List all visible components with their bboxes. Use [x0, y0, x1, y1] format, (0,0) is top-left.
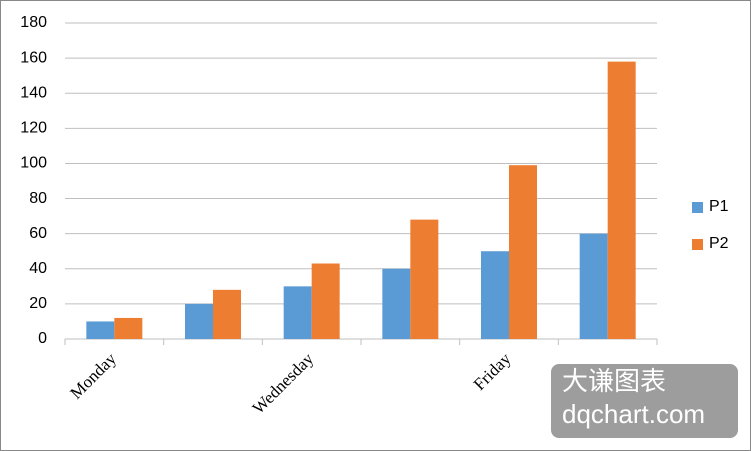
- y-tick-label: 20: [29, 295, 47, 312]
- y-tick-label: 60: [29, 225, 47, 242]
- y-tick-label: 80: [29, 190, 47, 207]
- legend-swatch: [692, 202, 703, 213]
- y-tick-label: 100: [20, 155, 47, 172]
- y-tick-label: 120: [20, 120, 47, 137]
- legend-swatch: [692, 239, 703, 250]
- bar: [481, 251, 509, 339]
- bar: [213, 289, 241, 339]
- bar: [410, 219, 439, 339]
- bar: [382, 268, 411, 339]
- bar: [86, 321, 115, 339]
- bar: [509, 165, 537, 339]
- y-tick-label: 0: [38, 330, 47, 347]
- watermark-text: dqchart.com: [562, 399, 705, 429]
- bar: [283, 286, 312, 339]
- legend-label: P1: [709, 198, 729, 215]
- y-tick-label: 180: [20, 14, 47, 31]
- y-tick-label: 40: [29, 260, 47, 277]
- bar: [579, 233, 608, 339]
- watermark-text: 大谦图表: [562, 366, 666, 396]
- bar: [311, 263, 340, 339]
- watermark-box: [551, 364, 738, 438]
- y-tick-label: 160: [20, 49, 47, 66]
- bar: [185, 303, 213, 339]
- bar: [607, 61, 636, 339]
- legend-label: P2: [709, 235, 729, 252]
- y-tick-label: 140: [20, 84, 47, 101]
- bar: [114, 317, 143, 339]
